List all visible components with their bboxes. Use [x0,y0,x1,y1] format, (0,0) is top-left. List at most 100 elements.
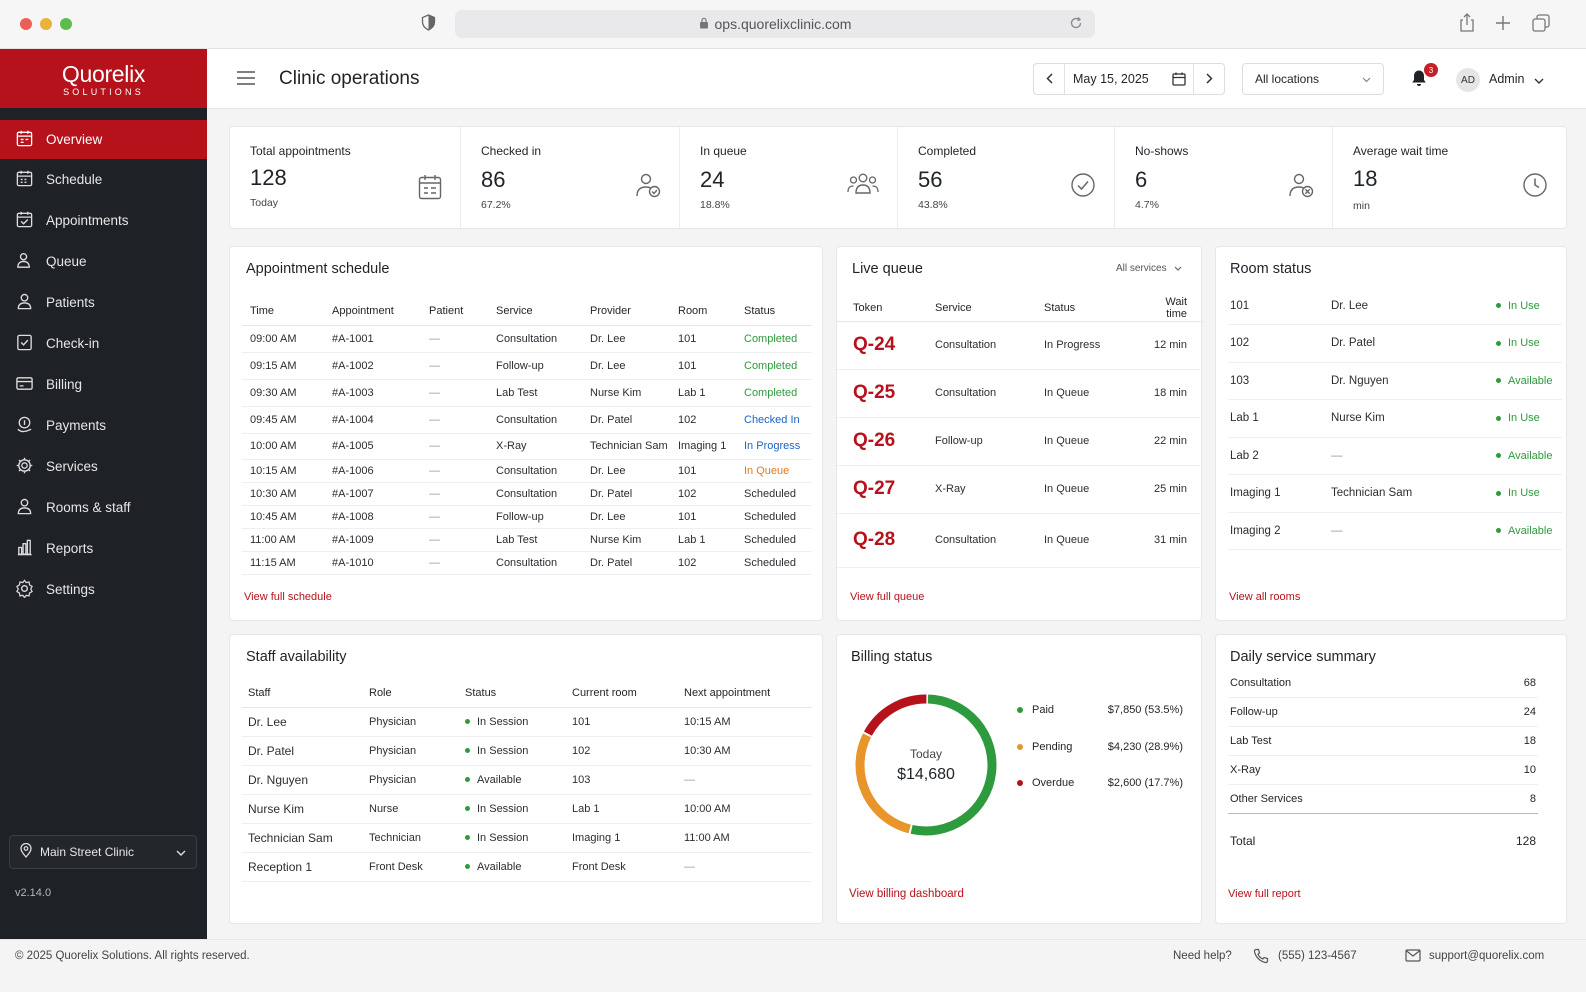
user-name[interactable]: Admin [1489,72,1525,86]
table-row[interactable]: 10:30 AM #A-1007— Consultation Dr. Patel 102… [242,482,812,506]
stat-card-checked-in[interactable]: Checked in 86 67.2% [461,127,680,228]
maximize-window-button[interactable] [60,18,72,30]
cell-time: 11:00 AM [242,528,324,552]
selected-date[interactable]: May 15, 2025 [1064,64,1164,94]
shield-icon[interactable] [421,14,436,36]
table-row[interactable]: Dr. Patel Physician In Session 102 10:30 AM [242,736,812,766]
view-all-rooms-link[interactable]: View all rooms [1229,591,1301,603]
sidebar-item-reports[interactable]: Reports [0,528,207,569]
next-date-button[interactable] [1194,72,1224,87]
sidebar-item-queue[interactable]: Queue [0,241,207,282]
chevron-down-icon[interactable] [1534,73,1544,87]
location-select[interactable]: All locations [1242,63,1384,95]
legend-item-pending: Pending $4,230 (28.9%) [1017,741,1183,753]
table-row[interactable]: Reception 1 Front Desk Available Front Desk… [242,852,812,882]
donut-slice-overdue[interactable] [863,694,927,736]
view-full-queue-link[interactable]: View full queue [850,591,925,603]
table-row[interactable]: Imaging 2— Available [1228,512,1562,550]
stat-card-no-shows[interactable]: No-shows 6 4.7% [1115,127,1333,228]
stat-card-total-appointments[interactable]: Total appointments 128 Today [230,127,461,228]
donut-slice-paid[interactable] [910,694,997,836]
brand-logo[interactable]: Quorelix SOLUTIONS [0,49,207,108]
address-bar[interactable]: ops.quorelixclinic.com [455,10,1095,38]
cell-provider: Dr. Lee [582,352,670,380]
calendar-icon[interactable] [1164,64,1194,94]
table-row[interactable]: Q-26 Follow-up In Queue 22 min [837,417,1203,466]
sidebar-item-label: Patients [46,295,95,310]
table-row[interactable]: 103 Dr. Nguyen Available [1228,362,1562,400]
cell-service: Lab Test [488,528,582,552]
close-window-button[interactable] [20,18,32,30]
sidebar-item-patients[interactable]: Patients [0,282,207,323]
sidebar-item-label: Rooms & staff [46,500,131,515]
share-icon[interactable] [1459,13,1475,37]
chevron-down-icon [176,845,186,859]
table-row[interactable]: Technician Sam Technician In Session Imagin… [242,823,812,853]
new-tab-icon[interactable] [1495,15,1511,36]
table-row[interactable]: 10:00 AM #A-1005— X-Ray Technician Sam Imagi… [242,433,812,460]
cell-appointment: #A-1002 [324,352,421,380]
table-row[interactable]: 09:45 AM #A-1004— Consultation Dr. Patel 102… [242,406,812,434]
avatar[interactable]: AD [1456,68,1480,92]
service-count: 68 [1523,677,1536,689]
table-row[interactable]: Q-24 Consultation In Progress 12 min [837,321,1203,370]
card-title: Daily service summary [1230,649,1376,665]
sidebar-item-services[interactable]: Services [0,446,207,487]
reload-icon[interactable] [1069,16,1083,33]
cell-appointment: #A-1001 [324,325,421,353]
legend-item-paid: Paid $7,850 (53.5%) [1017,704,1183,716]
table-row[interactable]: Q-27 X-Ray In Queue 25 min [837,465,1203,514]
view-full-schedule-link[interactable]: View full schedule [244,591,332,603]
table-row[interactable]: 09:30 AM #A-1003— Lab Test Nurse Kim Lab 1 Co… [242,379,812,407]
sidebar-item-overview[interactable]: Overview [0,120,207,159]
sidebar-item-rooms-staff[interactable]: Rooms & staff [0,487,207,528]
table-row[interactable]: 101 Dr. Lee In Use [1228,287,1562,325]
previous-date-button[interactable] [1034,72,1064,87]
hamburger-menu-icon[interactable] [237,71,255,88]
stat-card-in-queue[interactable]: In queue 24 18.8% [680,127,898,228]
table-row[interactable]: Lab 2— Available [1228,437,1562,475]
room-status-table: 101 Dr. Lee In Use 102 Dr. Patel In Use 103 D… [1228,287,1562,550]
stat-sub: 18.8% [700,199,730,211]
service-filter-select[interactable]: All services [1116,263,1182,274]
top-bar: Clinic operations May 15, 2025 All locat… [207,49,1586,109]
minimize-window-button[interactable] [40,18,52,30]
table-row[interactable]: 102 Dr. Patel In Use [1228,324,1562,363]
stat-card-average-wait-time[interactable]: Average wait time 18 min [1333,127,1566,228]
sidebar-item-payments[interactable]: Payments [0,405,207,446]
table-row[interactable]: Q-28 Consultation In Queue 31 min [837,513,1203,568]
table-row[interactable]: Dr. Nguyen Physician Available 103— [242,765,812,795]
table-row[interactable]: Lab 1 Nurse Kim In Use [1228,399,1562,438]
sidebar-item-appointments[interactable]: Appointments [0,200,207,241]
sidebar-item-billing[interactable]: Billing [0,364,207,405]
column-header: Service [919,295,1028,322]
person-check-icon [635,172,661,201]
table-row[interactable]: Imaging 1 Technician Sam In Use [1228,474,1562,513]
table-row[interactable]: Dr. Lee Physician In Session 101 10:15 AM [242,707,812,737]
sidebar-item-check-in[interactable]: Check-in [0,323,207,364]
table-row[interactable]: Q-25 Consultation In Queue 18 min [837,369,1203,418]
sidebar-item-schedule[interactable]: Schedule [0,159,207,200]
support-phone[interactable]: (555) 123-4567 [1278,950,1357,962]
table-row[interactable]: 10:15 AM #A-1006— Consultation Dr. Lee 101 In… [242,459,812,483]
table-row[interactable]: 09:00 AM #A-1001— Consultation Dr. Lee 101 Co… [242,325,812,353]
table-row[interactable]: 09:15 AM #A-1002— Follow-up Dr. Lee 101 Compl… [242,352,812,380]
table-row[interactable]: Nurse Kim Nurse In Session Lab 1 10:00 AM [242,794,812,824]
view-full-report-link[interactable]: View full report [1228,888,1301,900]
date-picker[interactable]: May 15, 2025 [1033,63,1225,95]
service-name: X-Ray [1230,764,1261,776]
cell-wait-time: 18 min [1126,369,1203,418]
table-row[interactable]: 11:15 AM #A-1010— Consultation Dr. Patel 102… [242,551,812,575]
table-row[interactable]: 10:45 AM #A-1008— Follow-up Dr. Lee 101 Sched… [242,505,812,529]
bell-icon[interactable] [1411,69,1427,90]
support-email[interactable]: support@quorelix.com [1429,950,1545,962]
donut-slice-pending[interactable] [855,733,911,834]
stat-sub: Today [250,197,279,209]
tabs-overview-icon[interactable] [1532,14,1550,37]
view-billing-dashboard-link[interactable]: View billing dashboard [849,888,964,900]
stat-card-completed[interactable]: Completed 56 43.8% [898,127,1115,228]
clinic-selector[interactable]: Main Street Clinic [9,835,197,869]
cell-appointment: #A-1004 [324,406,421,434]
table-row[interactable]: 11:00 AM #A-1009— Lab Test Nurse Kim Lab 1 Sc… [242,528,812,552]
sidebar-item-settings[interactable]: Settings [0,569,207,610]
